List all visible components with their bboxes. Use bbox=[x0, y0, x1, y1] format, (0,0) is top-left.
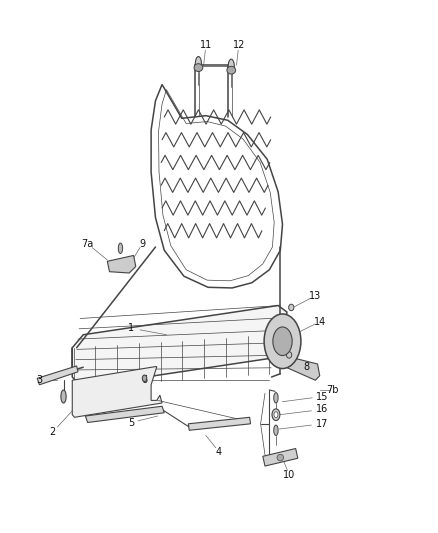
Text: 1: 1 bbox=[128, 323, 134, 333]
Text: 2: 2 bbox=[49, 427, 56, 437]
Polygon shape bbox=[37, 366, 78, 385]
Polygon shape bbox=[284, 356, 320, 380]
Ellipse shape bbox=[118, 243, 123, 254]
Ellipse shape bbox=[274, 425, 278, 435]
Polygon shape bbox=[85, 406, 164, 423]
Text: 7a: 7a bbox=[81, 239, 94, 249]
Text: 14: 14 bbox=[314, 317, 326, 327]
Text: 6: 6 bbox=[141, 375, 148, 385]
Polygon shape bbox=[263, 448, 298, 466]
Polygon shape bbox=[188, 417, 251, 430]
Text: 11: 11 bbox=[200, 41, 212, 51]
Ellipse shape bbox=[289, 304, 294, 311]
Text: 9: 9 bbox=[139, 239, 145, 249]
Ellipse shape bbox=[142, 375, 147, 382]
Ellipse shape bbox=[273, 327, 292, 356]
Text: 3: 3 bbox=[36, 375, 42, 385]
Text: 8: 8 bbox=[304, 362, 310, 372]
Ellipse shape bbox=[227, 66, 236, 74]
Text: 7b: 7b bbox=[327, 385, 339, 395]
Ellipse shape bbox=[274, 393, 278, 403]
Polygon shape bbox=[72, 367, 162, 417]
Text: 17: 17 bbox=[316, 419, 328, 429]
Text: 15: 15 bbox=[316, 392, 328, 401]
Text: 10: 10 bbox=[283, 470, 295, 480]
Ellipse shape bbox=[61, 390, 66, 403]
Ellipse shape bbox=[274, 412, 278, 418]
Ellipse shape bbox=[228, 59, 234, 74]
Text: 16: 16 bbox=[316, 405, 328, 415]
Polygon shape bbox=[72, 305, 287, 387]
Text: 13: 13 bbox=[309, 290, 321, 301]
Ellipse shape bbox=[195, 56, 201, 71]
Ellipse shape bbox=[272, 409, 280, 421]
Text: 5: 5 bbox=[128, 417, 134, 427]
Polygon shape bbox=[107, 255, 136, 273]
Text: 12: 12 bbox=[233, 41, 245, 51]
Text: 4: 4 bbox=[216, 447, 222, 457]
Ellipse shape bbox=[277, 454, 284, 461]
Ellipse shape bbox=[286, 352, 292, 358]
Ellipse shape bbox=[194, 64, 203, 71]
Ellipse shape bbox=[264, 314, 301, 368]
